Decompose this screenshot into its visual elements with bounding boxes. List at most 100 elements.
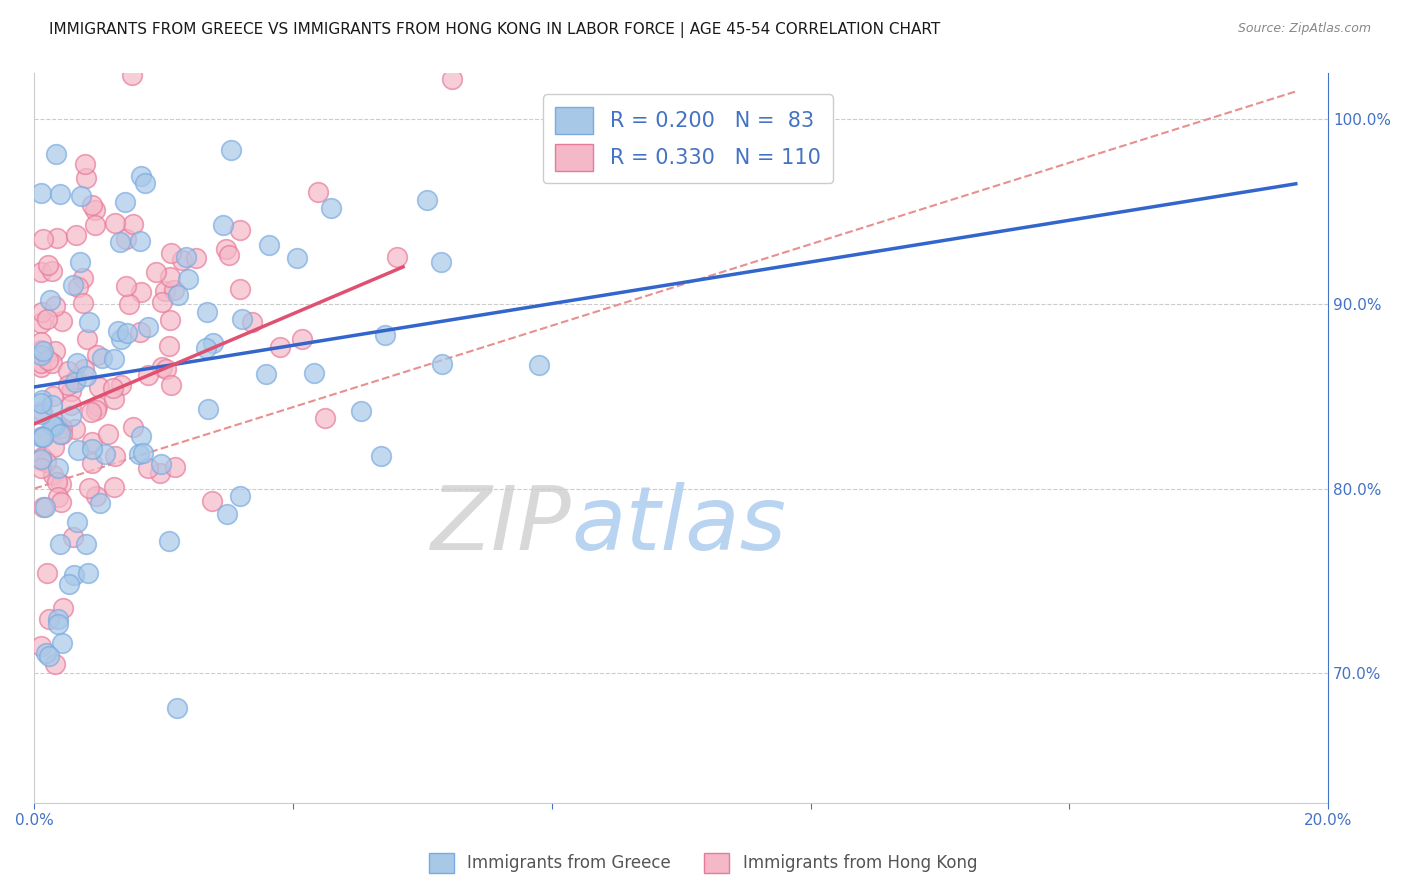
Point [202, 336, 225, 351]
Point [60, 384, 83, 398]
Point [66, 356, 89, 370]
Point [138, 368, 160, 382]
Point [30, 356, 52, 370]
Point [31, 392, 53, 407]
Point [110, 332, 132, 346]
Point [440, 71, 463, 86]
Point [44, 344, 66, 359]
Point [122, 217, 145, 231]
Point [114, 194, 136, 209]
Point [212, 218, 235, 232]
Point [80, 405, 103, 419]
Point [153, 284, 176, 298]
Point [46, 231, 69, 245]
Point [103, 480, 125, 494]
Point [104, 449, 127, 463]
Point [41, 356, 63, 370]
Point [79, 481, 101, 495]
Point [84, 403, 107, 417]
Point [374, 328, 396, 343]
Point [432, 357, 454, 371]
Point [215, 507, 238, 521]
Point [46, 475, 69, 489]
Point [118, 297, 141, 311]
Point [97, 426, 120, 441]
Point [38, 293, 60, 308]
Point [41, 418, 63, 433]
Point [136, 319, 159, 334]
Point [350, 404, 373, 418]
Point [38, 612, 60, 626]
Point [107, 324, 129, 338]
Text: IMMIGRANTS FROM GREECE VS IMMIGRANTS FROM HONG KONG IN LABOR FORCE | AGE 45-54 C: IMMIGRANTS FROM GREECE VS IMMIGRANTS FRO… [49, 22, 941, 38]
Point [218, 248, 240, 262]
Point [87, 380, 110, 394]
Point [32, 430, 55, 444]
Point [103, 351, 125, 366]
Point [228, 282, 250, 296]
Point [195, 305, 218, 319]
Point [72, 296, 94, 310]
Point [65, 371, 87, 385]
Point [82, 198, 104, 212]
Point [65, 515, 87, 529]
Point [84, 203, 107, 218]
Point [84, 218, 107, 232]
Point [157, 534, 180, 549]
Point [103, 392, 125, 406]
Point [131, 429, 153, 443]
Legend: Immigrants from Greece, Immigrants from Hong Kong: Immigrants from Greece, Immigrants from … [422, 847, 984, 880]
Point [121, 68, 143, 82]
Point [37, 352, 59, 367]
Point [30, 461, 52, 475]
Point [31, 403, 53, 417]
Point [228, 222, 250, 236]
Point [291, 332, 314, 346]
Point [128, 447, 150, 461]
Point [257, 237, 280, 252]
Point [41, 398, 63, 412]
Point [101, 381, 124, 395]
Point [44, 299, 66, 313]
Point [115, 326, 138, 341]
Point [30, 334, 52, 349]
Point [80, 442, 103, 456]
Point [46, 617, 69, 632]
Point [527, 358, 550, 372]
Point [46, 491, 69, 505]
Point [86, 399, 108, 413]
Point [52, 600, 75, 615]
Point [302, 366, 325, 380]
Point [73, 361, 96, 376]
Point [229, 489, 252, 503]
Point [51, 314, 73, 328]
Legend: R = 0.200   N =  83, R = 0.330   N = 110: R = 0.200 N = 83, R = 0.330 N = 110 [543, 95, 832, 183]
Point [240, 315, 263, 329]
Point [46, 460, 69, 475]
Point [159, 269, 181, 284]
Point [51, 636, 73, 650]
Point [65, 227, 87, 242]
Point [67, 280, 90, 294]
Point [42, 468, 65, 483]
Point [30, 343, 52, 357]
Point [63, 375, 86, 389]
Point [129, 325, 152, 339]
Point [231, 312, 253, 326]
Point [416, 193, 439, 207]
Point [30, 396, 52, 410]
Point [321, 202, 343, 216]
Point [121, 419, 143, 434]
Point [30, 639, 52, 653]
Point [86, 348, 108, 362]
Point [45, 146, 67, 161]
Point [70, 189, 93, 203]
Point [31, 450, 53, 464]
Point [132, 445, 155, 459]
Point [155, 362, 177, 376]
Text: ZIP: ZIP [430, 483, 571, 568]
Point [129, 285, 152, 299]
Point [176, 250, 198, 264]
Point [30, 429, 52, 443]
Point [32, 343, 55, 358]
